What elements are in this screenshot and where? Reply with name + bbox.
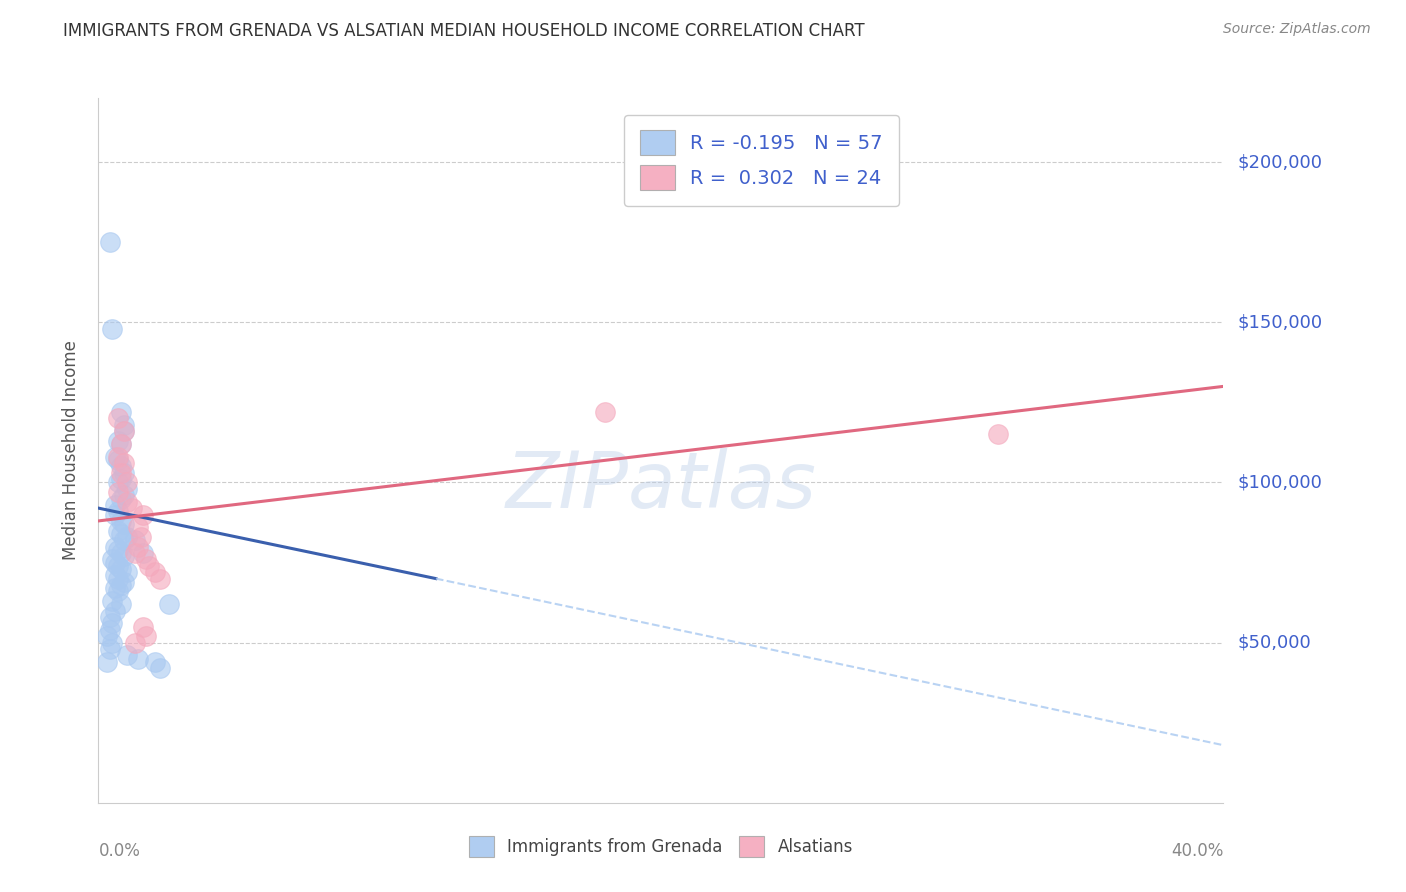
- Point: [121, 501, 143, 516]
- Point: [124, 635, 146, 649]
- Point: [107, 558, 129, 573]
- Text: $200,000: $200,000: [1237, 153, 1322, 171]
- Point: [101, 594, 124, 608]
- Point: [115, 565, 138, 579]
- Point: [110, 472, 132, 486]
- Point: [143, 565, 166, 579]
- Point: [110, 526, 132, 541]
- Text: ZIPatlas: ZIPatlas: [505, 448, 817, 524]
- Point: [107, 485, 129, 500]
- Point: [124, 546, 146, 560]
- Text: Source: ZipAtlas.com: Source: ZipAtlas.com: [1223, 22, 1371, 37]
- Point: [110, 437, 132, 451]
- Point: [112, 417, 135, 432]
- Text: $50,000: $50,000: [1237, 633, 1310, 652]
- Point: [101, 635, 124, 649]
- Text: $100,000: $100,000: [1237, 474, 1322, 491]
- Point: [107, 450, 129, 464]
- Point: [132, 546, 155, 560]
- Point: [107, 475, 129, 490]
- Point: [110, 405, 132, 419]
- Text: IMMIGRANTS FROM GRENADA VS ALSATIAN MEDIAN HOUSEHOLD INCOME CORRELATION CHART: IMMIGRANTS FROM GRENADA VS ALSATIAN MEDI…: [63, 22, 865, 40]
- Point: [107, 542, 129, 557]
- Point: [107, 524, 129, 538]
- Point: [107, 504, 129, 518]
- Point: [112, 466, 135, 480]
- Point: [104, 450, 127, 464]
- Point: [593, 405, 616, 419]
- Point: [138, 558, 160, 573]
- Text: 40.0%: 40.0%: [1171, 841, 1223, 860]
- Point: [115, 648, 138, 663]
- Point: [110, 546, 132, 560]
- Legend: Immigrants from Grenada, Alsatians: Immigrants from Grenada, Alsatians: [460, 828, 862, 865]
- Point: [107, 411, 129, 425]
- Point: [112, 574, 135, 589]
- Point: [104, 568, 127, 582]
- Point: [110, 491, 132, 506]
- Point: [129, 530, 152, 544]
- Point: [104, 498, 127, 512]
- Point: [110, 459, 132, 474]
- Point: [98, 610, 121, 624]
- Point: [112, 533, 135, 548]
- Point: [98, 623, 121, 637]
- Point: [124, 533, 146, 548]
- Point: [112, 456, 135, 470]
- Point: [135, 629, 157, 643]
- Point: [110, 578, 132, 592]
- Point: [110, 437, 132, 451]
- Point: [101, 322, 124, 336]
- Point: [112, 424, 135, 438]
- Point: [110, 597, 132, 611]
- Point: [104, 556, 127, 570]
- Point: [149, 661, 172, 675]
- Point: [112, 488, 135, 502]
- Point: [107, 572, 129, 586]
- Point: [115, 475, 138, 490]
- Point: [987, 427, 1010, 442]
- Point: [135, 552, 157, 566]
- Point: [112, 424, 135, 438]
- Point: [98, 642, 121, 657]
- Point: [149, 572, 172, 586]
- Point: [107, 453, 129, 467]
- Point: [112, 517, 135, 532]
- Point: [104, 508, 127, 522]
- Point: [115, 530, 138, 544]
- Y-axis label: Median Household Income: Median Household Income: [62, 341, 80, 560]
- Point: [101, 552, 124, 566]
- Point: [101, 616, 124, 631]
- Point: [127, 520, 149, 534]
- Point: [115, 494, 138, 508]
- Point: [98, 235, 121, 250]
- Point: [132, 508, 155, 522]
- Point: [157, 597, 180, 611]
- Point: [110, 514, 132, 528]
- Point: [127, 540, 149, 554]
- Point: [107, 434, 129, 448]
- Point: [127, 651, 149, 665]
- Point: [132, 619, 155, 633]
- Point: [104, 604, 127, 618]
- Point: [104, 581, 127, 595]
- Point: [104, 540, 127, 554]
- Point: [143, 655, 166, 669]
- Point: [96, 629, 118, 643]
- Text: 0.0%: 0.0%: [98, 841, 141, 860]
- Point: [112, 549, 135, 564]
- Point: [96, 655, 118, 669]
- Point: [110, 466, 132, 480]
- Text: $150,000: $150,000: [1237, 313, 1322, 331]
- Point: [115, 482, 138, 496]
- Point: [110, 562, 132, 576]
- Point: [107, 584, 129, 599]
